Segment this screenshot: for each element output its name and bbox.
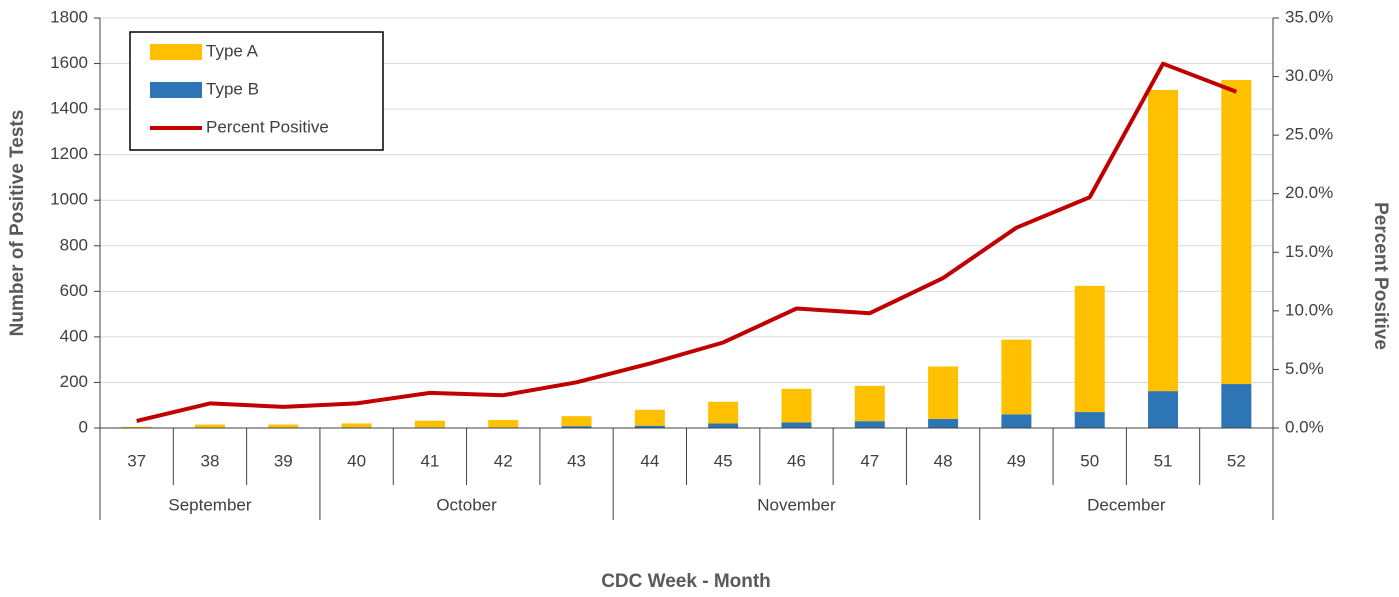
x-tick-label: 52	[1227, 451, 1246, 470]
month-label: November	[757, 495, 836, 514]
y2-tick-label: 15.0%	[1285, 242, 1333, 261]
bar	[708, 401, 739, 424]
y-tick-label: 1200	[50, 144, 88, 163]
x-tick-label: 46	[787, 451, 806, 470]
y-tick-label: 1800	[50, 7, 88, 26]
line	[136, 61, 1238, 423]
legend-swatch	[150, 82, 202, 98]
bar	[781, 388, 812, 423]
x-tick-label: 43	[567, 451, 586, 470]
y-tick-label: 600	[60, 281, 88, 300]
bar	[1221, 79, 1252, 385]
bar	[1148, 89, 1179, 392]
bar	[928, 418, 959, 428]
bar	[561, 416, 592, 427]
y-tick-label: 1600	[50, 53, 88, 72]
y2-tick-label: 20.0%	[1285, 183, 1333, 202]
x-tick-label: 48	[934, 451, 953, 470]
month-label: September	[168, 495, 251, 514]
x-tick-label: 38	[201, 451, 220, 470]
bar	[1221, 384, 1252, 428]
bar	[268, 424, 299, 428]
y2-tick-label: 5.0%	[1285, 359, 1324, 378]
x-tick-label: 39	[274, 451, 293, 470]
bar	[634, 425, 665, 428]
bar	[414, 420, 445, 428]
x-tick-label: 42	[494, 451, 513, 470]
x-axis-title: CDC Week - Month	[601, 571, 771, 592]
x-tick-label: 45	[714, 451, 733, 470]
legend-label: Type A	[206, 41, 259, 60]
bar	[928, 366, 959, 419]
bar	[854, 421, 885, 428]
x-tick-label: 47	[860, 451, 879, 470]
bar	[634, 409, 665, 426]
legend-swatch	[150, 44, 202, 60]
x-tick-label: 49	[1007, 451, 1026, 470]
y-tick-label: 1000	[50, 190, 88, 209]
month-label: December	[1087, 495, 1166, 514]
y-tick-label: 800	[60, 235, 88, 254]
bar	[1001, 339, 1032, 415]
bar	[1074, 412, 1105, 428]
bar	[1148, 391, 1179, 428]
legend-label: Percent Positive	[206, 117, 329, 136]
y2-tick-label: 0.0%	[1285, 417, 1324, 436]
y2-axis-title: Percent Positive	[1370, 202, 1391, 350]
month-label: October	[436, 495, 497, 514]
bar	[561, 426, 592, 428]
y-axis-title: Number of Positive Tests	[7, 110, 28, 337]
legend-label: Type B	[206, 79, 259, 98]
y-tick-label: 0	[79, 417, 88, 436]
bar	[854, 385, 885, 422]
y2-tick-label: 35.0%	[1285, 7, 1333, 26]
x-tick-label: 41	[420, 451, 439, 470]
bar	[708, 423, 739, 428]
bar	[341, 423, 372, 428]
bar	[121, 426, 152, 428]
y2-tick-label: 25.0%	[1285, 125, 1333, 144]
bar	[194, 424, 225, 428]
x-tick-label: 50	[1080, 451, 1099, 470]
bar	[488, 420, 519, 428]
bar	[781, 422, 812, 428]
y-tick-label: 200	[60, 372, 88, 391]
y-tick-label: 1400	[50, 99, 88, 118]
x-tick-label: 40	[347, 451, 366, 470]
bar	[1001, 414, 1032, 428]
y-tick-label: 400	[60, 326, 88, 345]
x-tick-label: 51	[1154, 451, 1173, 470]
bar	[1074, 285, 1105, 413]
y2-tick-label: 30.0%	[1285, 66, 1333, 85]
y2-tick-label: 10.0%	[1285, 300, 1333, 319]
x-tick-label: 37	[127, 451, 146, 470]
x-tick-label: 44	[640, 451, 659, 470]
